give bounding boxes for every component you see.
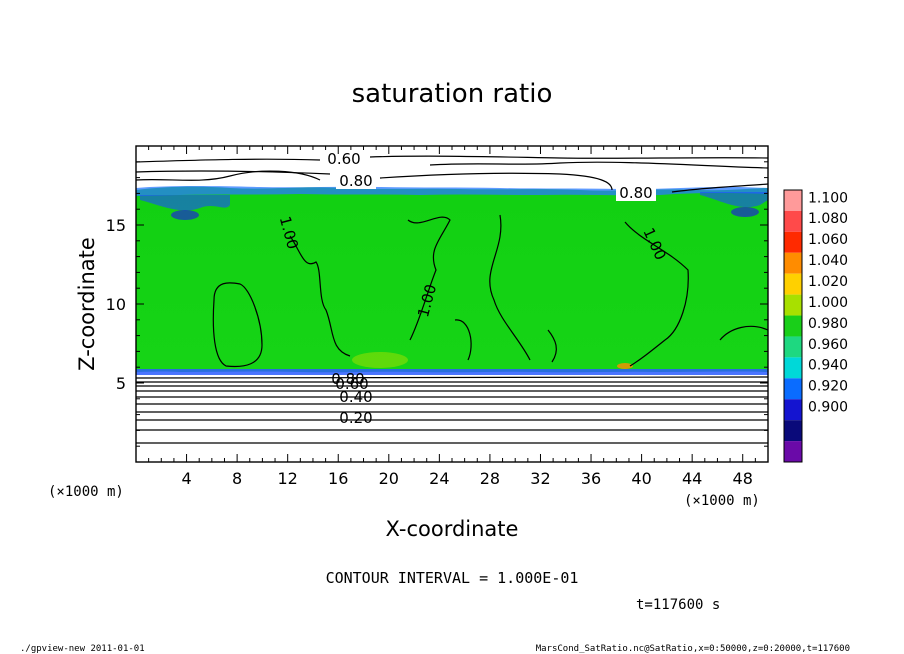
colorbar-swatch	[784, 294, 802, 316]
x-tick-label: 36	[581, 469, 601, 488]
y-tick-label: 10	[106, 295, 126, 314]
blue-patch-right	[700, 192, 768, 208]
colorbar-level-label: 1.020	[808, 274, 848, 290]
yellow-green-patch	[352, 352, 408, 368]
contour-label: 0.80	[339, 172, 372, 190]
x-tick-label: 20	[379, 469, 399, 488]
colorbar-level-label: 0.900	[808, 400, 848, 416]
x-tick-label: 28	[480, 469, 500, 488]
contour-label: 0.80	[619, 184, 652, 202]
colorbar-level-label: 1.100	[808, 190, 848, 206]
x-tick-label: 32	[530, 469, 550, 488]
contour-label: 0.60	[327, 150, 360, 168]
y-axis-unit: (×1000 m)	[48, 484, 124, 500]
x-axis-label: X-coordinate	[386, 517, 519, 541]
x-tick-label: 44	[682, 469, 702, 488]
contour-label-bg	[324, 151, 364, 167]
colorbar-swatch	[784, 273, 802, 295]
colorbar-level-label: 0.940	[808, 358, 848, 374]
x-tick-label: 4	[181, 469, 191, 488]
blue-patch-left	[140, 195, 230, 211]
colorbar-swatch	[784, 190, 802, 211]
colorbar-level-label: 1.040	[808, 253, 848, 269]
colorbar: 1.100 1.080 1.060 1.040 1.020 1.000 0.980 0.960…	[783, 189, 848, 463]
x-tick-label: 40	[631, 469, 651, 488]
x-tick-label: 8	[232, 469, 242, 488]
colorbar-swatch	[784, 336, 802, 358]
colorbar-level-label: 0.960	[808, 337, 848, 353]
dark-blue-patch	[171, 210, 199, 220]
contour-interval-note: CONTOUR INTERVAL = 1.000E-01	[326, 569, 579, 587]
x-axis-ticks: 4 8 12 16 20 24 28 32 36 40 44 48	[148, 146, 756, 488]
colorbar-swatch	[784, 210, 802, 232]
colorbar-frame	[783, 189, 803, 463]
colorbar-swatch	[784, 315, 802, 337]
time-label: t=117600 s	[636, 597, 720, 613]
colorbar-level-label: 0.920	[808, 379, 848, 395]
contour-label: 0.80	[331, 370, 364, 388]
contour-label: 0.60	[335, 375, 368, 393]
contour-label-bg	[616, 185, 656, 201]
x-tick-label: 16	[328, 469, 348, 488]
y-tick-label: 15	[106, 216, 126, 235]
colorbar-level-label: 0.980	[808, 316, 848, 332]
colorbar-swatch	[784, 231, 802, 253]
dark-blue-patch	[731, 207, 759, 217]
contour-label: 0.40	[339, 388, 372, 406]
colorbar-level-label: 1.060	[808, 232, 848, 248]
colorbar-swatch	[784, 420, 802, 442]
upper-contours	[135, 155, 769, 193]
colorbar-swatch	[784, 441, 802, 462]
x-tick-label: 24	[429, 469, 449, 488]
x-tick-label: 48	[733, 469, 753, 488]
chart-title: saturation ratio	[352, 79, 553, 109]
contour-label: 0.20	[339, 409, 372, 427]
y-axis-label: Z-coordinate	[75, 237, 99, 371]
orange-patch	[617, 363, 633, 369]
footer-right: MarsCond_SatRatio.nc@SatRatio,x=0:50000,…	[536, 644, 850, 654]
y-axis-ticks: 5 10 15	[106, 161, 768, 447]
contour-label-bg	[336, 173, 376, 189]
colorbar-swatch	[784, 357, 802, 379]
footer-left: ./gpview-new 2011-01-01	[20, 644, 145, 654]
x-tick-label: 12	[278, 469, 298, 488]
colorbar-swatch	[784, 399, 802, 421]
band-contours	[212, 214, 769, 368]
y-tick-label: 5	[116, 374, 126, 393]
colorbar-swatch	[784, 378, 802, 400]
colorbar-level-label: 1.000	[808, 295, 848, 311]
colorbar-level-label: 1.080	[808, 211, 848, 227]
saturated-region	[136, 186, 768, 373]
x-axis-unit: (×1000 m)	[684, 493, 760, 509]
upper-blue-edge	[136, 186, 768, 196]
lower-blue-edge	[136, 369, 768, 375]
lower-contours	[135, 376, 769, 444]
colorbar-swatch	[784, 252, 802, 274]
